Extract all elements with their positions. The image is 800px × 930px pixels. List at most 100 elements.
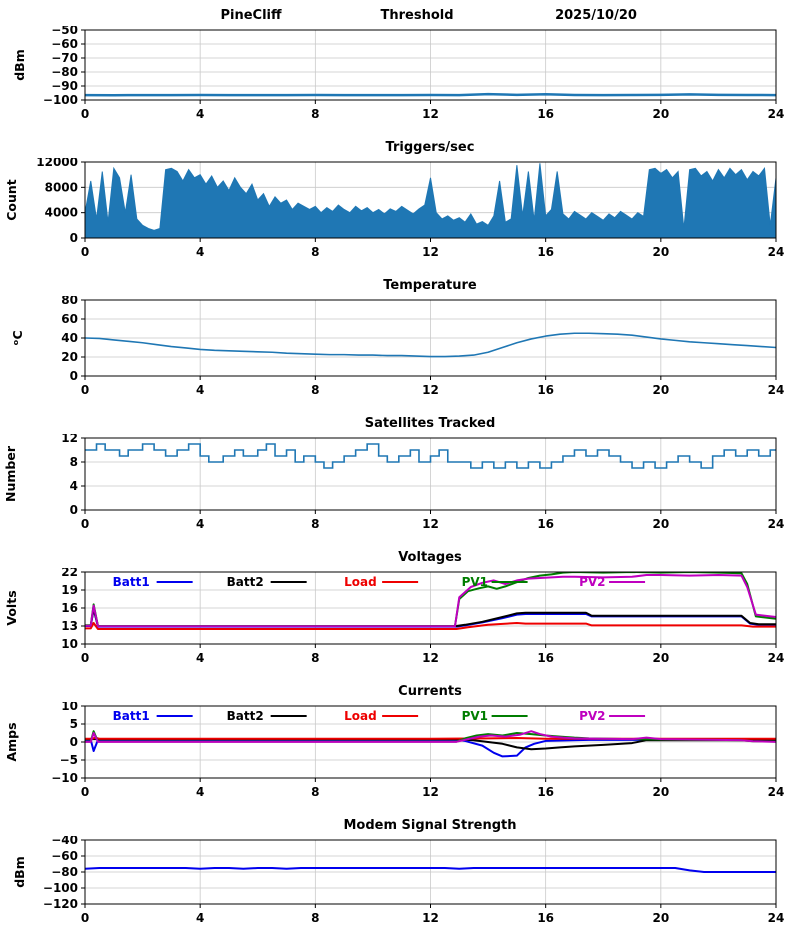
triggers-chart: 0 4000 8000 12000 0 4 8 12 16 20 24 Count: [4, 158, 785, 259]
x-tick-label: 0: [81, 651, 89, 665]
x-tick-label: 16: [537, 517, 554, 531]
load-volts: [85, 622, 776, 630]
temperature-title: Temperature: [383, 278, 477, 293]
x-tick-label: 24: [768, 107, 785, 121]
y-axis-label: dBm: [12, 49, 27, 81]
x-tick-label: 24: [768, 785, 785, 799]
y-tick-label: −50: [51, 26, 78, 37]
y-tick-label: −60: [51, 849, 78, 863]
x-tick-label: 20: [652, 517, 669, 531]
y-tick-label: −80: [51, 65, 78, 79]
x-tick-label: 8: [311, 785, 319, 799]
legend-label-pv2: PV2: [579, 709, 605, 723]
x-tick-label: 24: [768, 911, 785, 925]
legend-label-load: Load: [344, 709, 377, 723]
legend-label-batt1: Batt1: [113, 575, 150, 589]
y-axis-label: ᵒC: [10, 330, 25, 345]
x-tick-label: 12: [422, 785, 439, 799]
y-tick-label: 16: [61, 601, 78, 615]
x-tick-label: 0: [81, 785, 89, 799]
x-tick-label: 12: [422, 517, 439, 531]
panel-triggers: Triggers/sec 0 4000 8000 12000 0 4 8 12 16 20 24 Co…: [0, 138, 800, 264]
y-tick-label: −40: [51, 836, 78, 847]
satellites-tracked: [85, 443, 776, 469]
x-tick-label: 8: [311, 517, 319, 531]
y-tick-label: 4: [70, 479, 78, 493]
currents-chart: Batt1 Batt2 Load PV1 PV2 −10 −5 0 5 10 0 4 8 12 16 20 24…: [4, 702, 785, 799]
y-tick-label: 20: [61, 350, 78, 364]
x-tick-label: 20: [652, 107, 669, 121]
y-tick-label: −100: [43, 93, 78, 107]
modem-chart: −120 −100 −80 −60 −40 0 4 8 12 16 20 24 dBm: [12, 836, 785, 925]
y-tick-label: −60: [51, 37, 78, 51]
y-axis-label: Amps: [4, 722, 19, 761]
y-tick-label: 0: [70, 231, 78, 245]
x-tick-label: 16: [537, 107, 554, 121]
y-tick-label: −80: [51, 865, 78, 879]
x-tick-label: 4: [196, 651, 204, 665]
y-tick-label: 19: [61, 583, 78, 597]
y-tick-label: −5: [60, 753, 78, 767]
y-tick-label: 40: [61, 331, 78, 345]
x-tick-label: 12: [422, 911, 439, 925]
x-tick-label: 12: [422, 651, 439, 665]
panel-currents: Currents Batt1 Batt2 Load PV1 PV2 −10 −5 0 5 10 0 4…: [0, 682, 800, 804]
x-tick-label: 20: [652, 651, 669, 665]
x-tick-label: 4: [196, 245, 204, 259]
x-tick-label: 24: [768, 245, 785, 259]
x-tick-label: 20: [652, 911, 669, 925]
x-tick-label: 20: [652, 245, 669, 259]
y-axis-label: Count: [4, 179, 19, 221]
y-tick-label: −90: [51, 79, 78, 93]
y-tick-label: 12: [61, 434, 78, 445]
telemetry-dashboard-page: { "figure": {"background": "#ffffff", "g…: [3, 8, 785, 925]
threshold-title: Threshold: [380, 8, 454, 23]
legend-label-batt1: Batt1: [113, 709, 150, 723]
y-tick-label: 5: [70, 717, 78, 731]
y-tick-label: 22: [61, 568, 78, 579]
legend-label-batt2: Batt2: [227, 709, 264, 723]
y-tick-label: 13: [61, 619, 78, 633]
modem-rssi: [85, 867, 776, 873]
y-tick-label: 8: [70, 455, 78, 469]
legend-label-batt2: Batt2: [227, 575, 264, 589]
triggers-title: Triggers/sec: [385, 140, 475, 155]
y-tick-label: −100: [43, 881, 78, 895]
y-tick-label: 0: [70, 735, 78, 749]
x-tick-label: 0: [81, 245, 89, 259]
x-tick-label: 16: [537, 245, 554, 259]
legend-label-load: Load: [344, 575, 377, 589]
x-tick-label: 16: [537, 911, 554, 925]
threshold-title-row: PineCliff Threshold 2025/10/20: [0, 6, 800, 26]
y-tick-label: 0: [70, 369, 78, 383]
x-tick-label: 24: [768, 383, 785, 397]
station-name: PineCliff: [220, 8, 282, 23]
y-tick-label: 10: [61, 637, 78, 651]
x-tick-label: 8: [311, 107, 319, 121]
y-tick-label: −10: [51, 771, 78, 785]
x-tick-label: 4: [196, 383, 204, 397]
pv2-amps: [85, 730, 776, 743]
panel-temperature: Temperature 0 20 40 60 80 0 4 8 12 16 20 24 ᵒC: [0, 276, 800, 402]
y-tick-label: 8000: [45, 180, 78, 194]
x-tick-label: 4: [196, 107, 204, 121]
legend-label-pv2: PV2: [579, 575, 605, 589]
y-tick-label: 10: [61, 702, 78, 713]
modem-title: Modem Signal Strength: [343, 818, 517, 833]
satellites-chart: 0 4 8 12 0 4 8 12 16 20 24 Number: [3, 434, 784, 531]
y-axis-label: Number: [3, 445, 18, 502]
x-tick-label: 0: [81, 383, 89, 397]
date-label: 2025/10/20: [555, 8, 637, 23]
y-tick-label: 0: [70, 503, 78, 517]
x-tick-label: 12: [422, 383, 439, 397]
x-tick-label: 4: [196, 911, 204, 925]
panel-satellites: Satellites Tracked 0 4 8 12 0 4 8 12 16 20 24 Numbe…: [0, 414, 800, 536]
x-tick-label: 0: [81, 517, 89, 531]
trigger-rate: [85, 163, 776, 238]
x-tick-label: 8: [311, 651, 319, 665]
satellites-title: Satellites Tracked: [364, 416, 496, 431]
currents-title: Currents: [398, 684, 462, 699]
pv2-volts: [85, 574, 776, 628]
x-tick-label: 20: [652, 785, 669, 799]
